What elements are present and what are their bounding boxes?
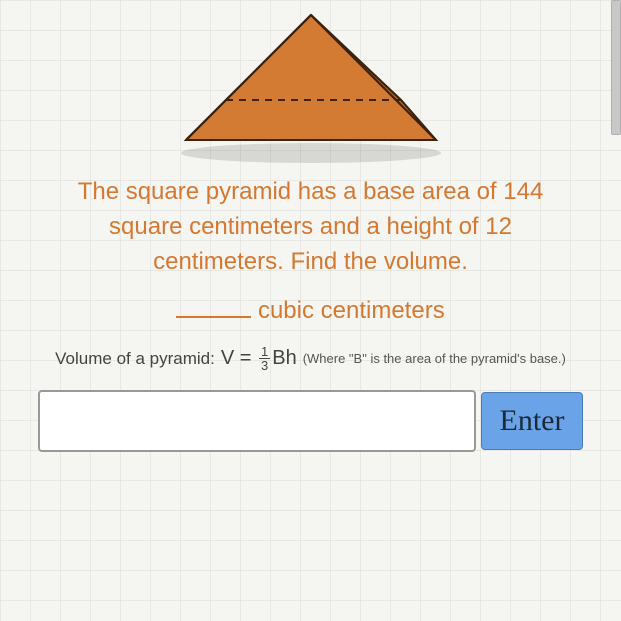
fraction-denominator: 3 [259,359,270,372]
scrollbar-thumb[interactable] [611,0,621,135]
formula-label: Volume of a pyramid: [55,349,215,369]
problem-statement: The square pyramid has a base area of 14… [50,175,571,279]
unit-label: cubic centimeters [258,297,445,324]
fraction-numerator: 1 [259,345,270,359]
formula-hint: Volume of a pyramid: V = 1 3 Bh (Where "… [30,345,591,372]
formula-note: (Where "B" is the area of the pyramid's … [303,351,566,366]
formula-expression: V = 1 3 Bh [221,345,297,372]
answer-input-row: Enter [30,390,591,452]
pyramid-diagram [151,5,471,165]
answer-input[interactable] [38,390,476,452]
formula-equals: = [240,347,252,370]
formula-var: V [221,347,234,370]
formula-fraction: 1 3 [259,345,270,372]
answer-blank [176,294,251,318]
problem-content: The square pyramid has a base area of 14… [0,0,621,452]
formula-rest: Bh [272,347,296,370]
answer-blank-line: cubic centimeters [30,294,591,325]
enter-button[interactable]: Enter [481,392,583,450]
